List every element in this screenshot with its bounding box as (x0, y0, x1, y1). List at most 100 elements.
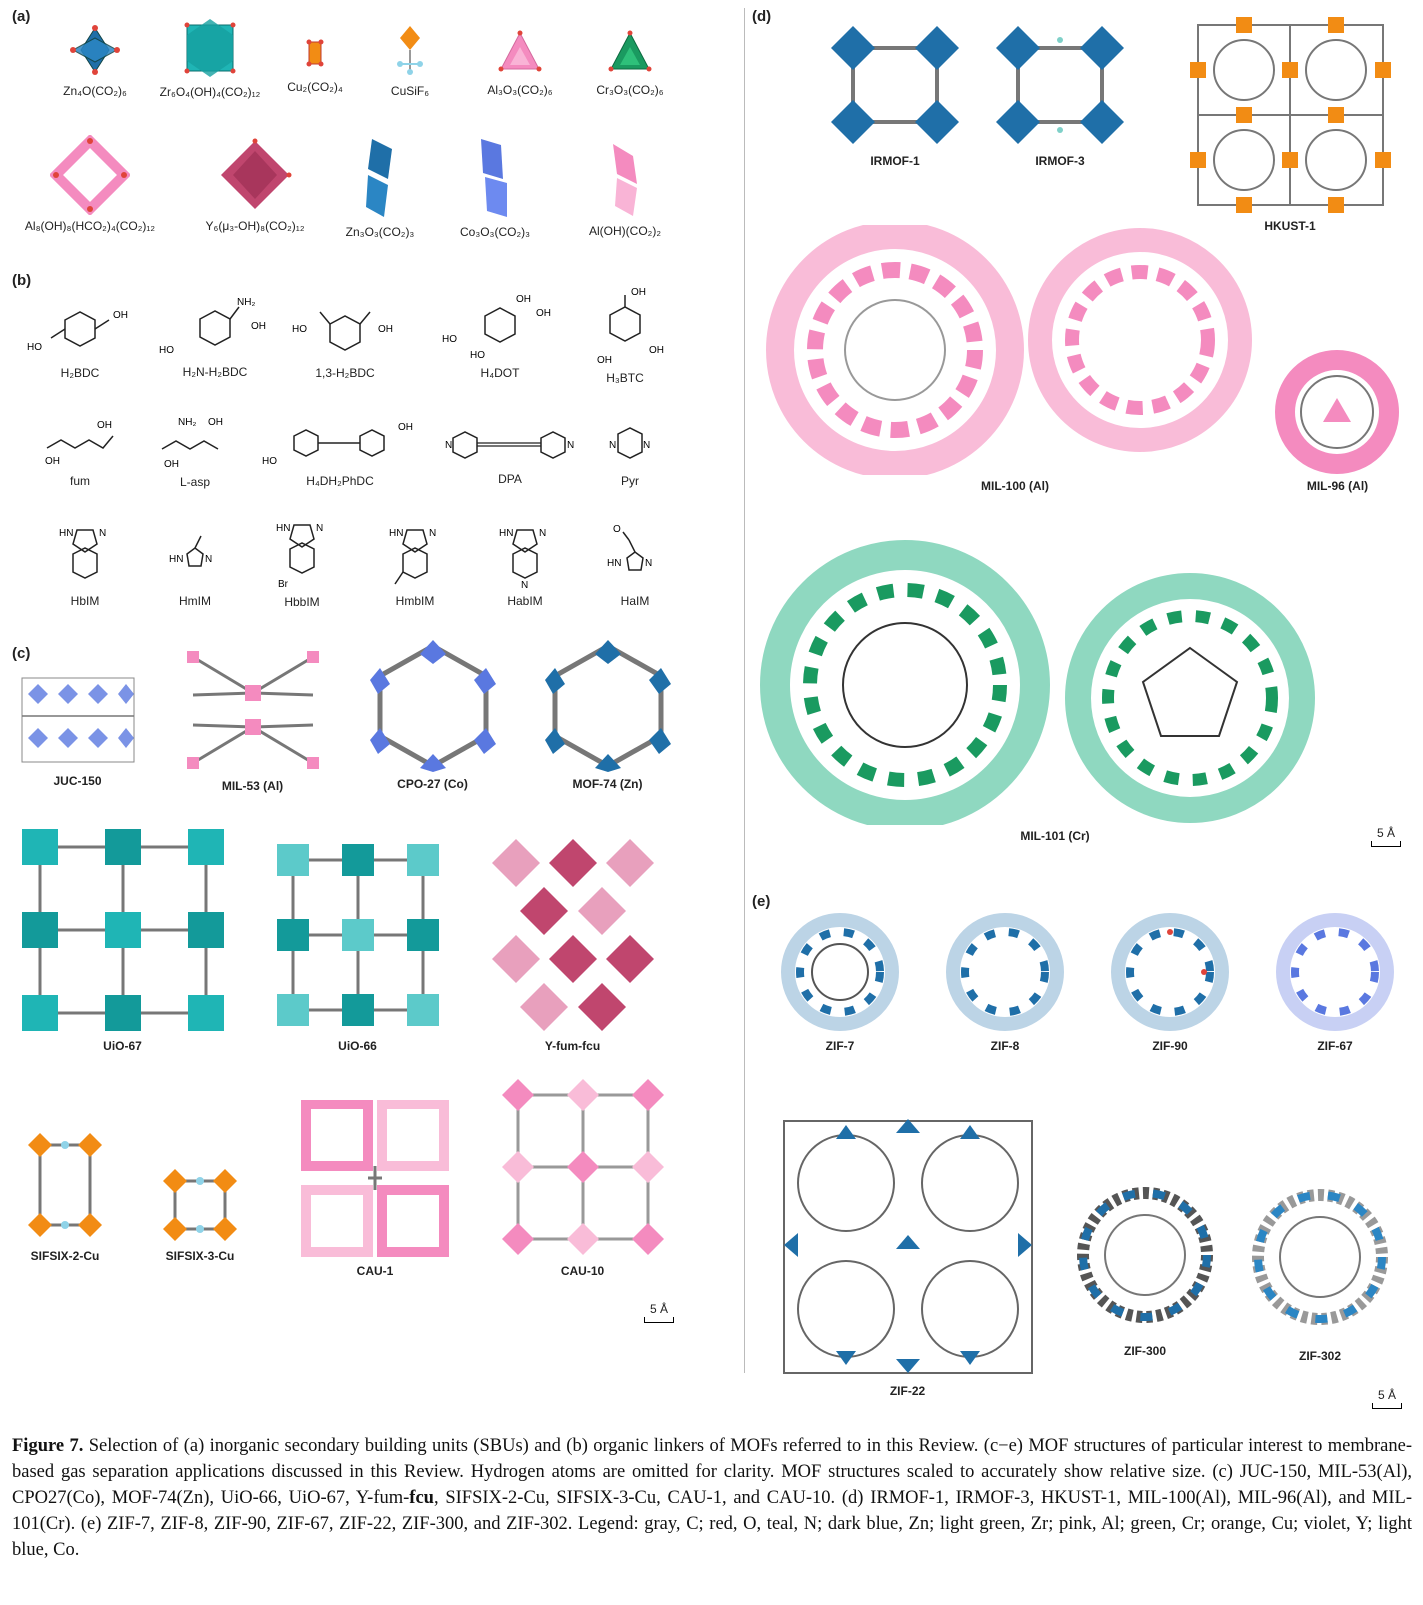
n-text: N (316, 523, 323, 534)
sbu-label: CuSiF₆ (390, 84, 430, 98)
mof-zif-22: ZIF-22 (775, 1115, 1040, 1398)
y-fum-fcu-structure-icon (491, 839, 654, 1031)
panel-e-label: (e) (752, 893, 771, 910)
panel-d-label: (d) (752, 8, 772, 25)
sbu-label: Co₃O₃(CO₂)₃ (460, 225, 530, 239)
mof-zif-67: ZIF-67 (1270, 910, 1400, 1053)
mof-label: ZIF-22 (889, 1384, 926, 1398)
mof-cpo-27: CPO-27 (Co) (365, 638, 500, 791)
cu2-paddlewheel-icon (306, 39, 324, 67)
mof-sifsix-3-cu: SIFSIX-3-Cu (150, 1165, 250, 1263)
caption-bold-fcu: fcu (409, 1488, 434, 1508)
mof-zif-90: ZIF-90 (1105, 910, 1235, 1053)
sbu-cr3o3: Cr₃O₃(CO₂)₆ (575, 25, 685, 97)
cau-1-structure-icon (301, 1100, 449, 1257)
hn-text: HN (276, 523, 290, 534)
mof-zif-300: ZIF-300 (1070, 1170, 1220, 1358)
mof-label: CAU-1 (356, 1264, 394, 1278)
cau-10-structure-icon (501, 1079, 664, 1255)
mof-label: ZIF-7 (825, 1039, 855, 1053)
mof-label: ZIF-302 (1298, 1349, 1341, 1363)
hn-text: HN (499, 528, 513, 539)
13-h2bdc-molecule-icon: HO OH (292, 311, 393, 351)
linker-label: H₄DOT (480, 366, 520, 380)
n-text: N (429, 528, 436, 539)
mof-label: UiO-67 (103, 1039, 142, 1053)
oh-text: OH (113, 310, 128, 321)
hmim-molecule-icon: HN N (169, 535, 212, 567)
panel-a-label: (a) (12, 8, 31, 25)
mof-uio-66: UiO-66 (270, 840, 445, 1053)
mof-mil-96: MIL-96 (Al) (1265, 350, 1410, 493)
mof-uio-67: UiO-67 (15, 825, 230, 1053)
sbu-aloh: Al(OH)(CO₂)₂ (570, 140, 680, 238)
aloh-chain-icon (613, 144, 637, 216)
zif-8-structure-icon (945, 913, 1064, 1031)
hn-text: HN (59, 528, 73, 539)
sbu-cusif6: CuSiF₆ (365, 20, 455, 98)
hn-text: HN (389, 528, 403, 539)
habim-molecule-icon: HN N N (499, 528, 546, 590)
linker-hbim: HN N HbIM (45, 520, 125, 608)
mil-100-structure-icon (766, 225, 1252, 475)
mof-zif-302: ZIF-302 (1245, 1170, 1395, 1363)
nh2-text: NH₂ (237, 297, 255, 308)
linker-label: H₂N-H₂BDC (182, 365, 248, 379)
y6-cluster-icon (221, 138, 292, 209)
oh-text: OH (251, 321, 266, 332)
caption-text-2: , SIFSIX-2-Cu, SIFSIX-3-Cu, CAU-1, and C… (12, 1488, 1412, 1560)
mof-label: ZIF-300 (1123, 1344, 1166, 1358)
mof-mil-100: MIL-100 (Al) (755, 225, 1275, 493)
al8-ring-icon (50, 135, 130, 215)
zif-90-structure-icon (1110, 913, 1229, 1031)
linker-label: HmbIM (395, 594, 435, 608)
sbu-label: Zn₃O₃(CO₂)₃ (345, 225, 415, 239)
oh-text: OH (398, 422, 413, 433)
oh-text: OH (516, 294, 531, 305)
linker-h4dot: OH HO HO OH H₄DOT (435, 290, 565, 380)
sbu-label: Cr₃O₃(CO₂)₆ (596, 83, 664, 97)
oh-text-2: OH (536, 308, 551, 319)
sifsix-3-cu-structure-icon (163, 1169, 237, 1241)
ho-text: HO (292, 324, 307, 335)
scale-bar-line (1371, 841, 1401, 847)
linker-label: L-asp (179, 475, 211, 489)
oh-text-2: OH (597, 355, 612, 366)
hn-text: HN (169, 554, 183, 565)
n-text: N (205, 554, 212, 565)
cr3o3-structure-icon (608, 30, 652, 72)
linker-hmim: HN N HmIM (155, 530, 235, 608)
linker-label: HabIM (507, 594, 543, 608)
nh2-text: NH₂ (178, 417, 196, 428)
zif-67-structure-icon (1275, 913, 1394, 1031)
mof-label: SIFSIX-3-Cu (165, 1249, 235, 1263)
n-text-2: N (521, 580, 528, 590)
sbu-label: Cu₂(CO₂)₄ (287, 80, 343, 94)
n-text: N (539, 528, 546, 539)
linker-13-h2bdc: HO OH 1,3-H₂BDC (285, 300, 405, 380)
linker-fum: OH OH fum (30, 418, 130, 488)
dpa-molecule-icon: N N (445, 431, 574, 459)
hbim-molecule-icon: HN N (59, 528, 106, 579)
n-text: N (445, 440, 452, 451)
caption-lead: Figure 7. (12, 1436, 84, 1456)
sbu-al3o3: Al₃O₃(CO₂)₆ (465, 25, 575, 97)
scale-bar-line (644, 1317, 674, 1323)
oh-text: OH (208, 417, 223, 428)
hbbim-molecule-icon: HN N Br (276, 523, 323, 590)
mof-74-structure-icon (544, 640, 671, 772)
mil-101-structure-icon (760, 540, 1315, 825)
linker-h2n-h2bdc: NH₂ HO OH H₂N-H₂BDC (150, 295, 280, 379)
mil-53-structure-icon (186, 651, 319, 769)
mof-label: IRMOF-1 (870, 154, 920, 168)
mof-label: ZIF-67 (1317, 1039, 1353, 1053)
panel-b-label: (b) (12, 272, 32, 289)
sbu-cu2: Cu₂(CO₂)₄ (265, 30, 365, 94)
mof-label: JUC-150 (53, 774, 102, 788)
zif-22-structure-icon (782, 1119, 1033, 1374)
cpo-27-structure-icon (369, 640, 496, 772)
mof-label: MOF-74 (Zn) (572, 777, 643, 791)
sifsix-2-cu-structure-icon (28, 1133, 102, 1237)
caption-text-1: Selection of (a) inorganic secondary bui… (12, 1436, 1412, 1508)
mof-label: Y-fum-fcu (544, 1039, 601, 1053)
